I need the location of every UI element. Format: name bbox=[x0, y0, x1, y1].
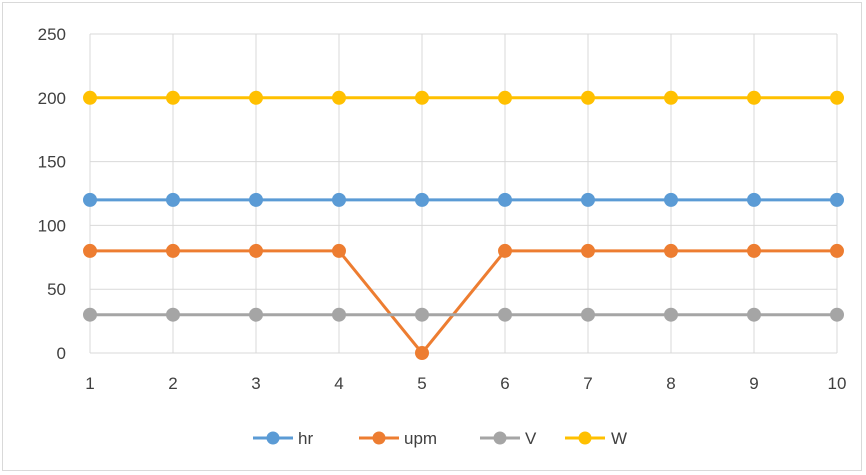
data-point-upm bbox=[581, 243, 595, 258]
x-tick-label: 7 bbox=[583, 374, 592, 393]
data-point-V bbox=[747, 307, 761, 322]
data-point-W bbox=[332, 90, 346, 105]
legend-label-V: V bbox=[525, 429, 537, 448]
data-point-hr bbox=[830, 192, 844, 207]
data-point-upm bbox=[166, 243, 180, 258]
data-point-upm bbox=[498, 243, 512, 258]
y-axis-tick-labels: 0 50 100 150 200 250 bbox=[38, 25, 66, 363]
data-point-W bbox=[498, 90, 512, 105]
data-point-V bbox=[664, 307, 678, 322]
x-tick-label: 9 bbox=[749, 374, 758, 393]
x-tick-label: 6 bbox=[500, 374, 509, 393]
legend-marker-W bbox=[578, 431, 592, 445]
data-point-V bbox=[83, 307, 97, 322]
data-point-V bbox=[166, 307, 180, 322]
x-tick-label: 1 bbox=[85, 374, 94, 393]
gridlines bbox=[89, 33, 838, 354]
y-tick-label: 50 bbox=[47, 280, 66, 299]
data-point-upm bbox=[415, 346, 429, 360]
data-point-V bbox=[830, 307, 844, 322]
data-point-upm bbox=[747, 243, 761, 258]
x-tick-label: 5 bbox=[417, 374, 426, 393]
legend-label-W: W bbox=[611, 429, 627, 448]
data-point-upm bbox=[249, 243, 263, 258]
y-tick-label: 0 bbox=[57, 344, 66, 363]
data-point-hr bbox=[664, 192, 678, 207]
data-point-upm bbox=[830, 243, 844, 258]
data-point-V bbox=[332, 307, 346, 322]
data-point-hr bbox=[747, 192, 761, 207]
series-line-upm bbox=[90, 249, 837, 355]
data-point-hr bbox=[581, 192, 595, 207]
data-point-hr bbox=[332, 192, 346, 207]
data-point-hr bbox=[166, 192, 180, 207]
series-layer bbox=[83, 90, 844, 360]
legend: hr upm V W bbox=[253, 429, 627, 448]
x-axis-tick-labels: 1 2 3 4 5 6 7 8 9 10 bbox=[85, 374, 846, 393]
data-point-W bbox=[249, 90, 263, 105]
y-tick-label: 100 bbox=[38, 216, 66, 235]
data-point-W bbox=[747, 90, 761, 105]
data-point-V bbox=[249, 307, 263, 322]
data-point-W bbox=[664, 90, 678, 105]
data-point-hr bbox=[498, 192, 512, 207]
data-point-V bbox=[498, 307, 512, 322]
data-point-hr bbox=[415, 192, 429, 207]
x-tick-label: 2 bbox=[168, 374, 177, 393]
legend-label-hr: hr bbox=[298, 429, 313, 448]
data-point-hr bbox=[83, 192, 97, 207]
data-point-W bbox=[166, 90, 180, 105]
x-tick-label: 10 bbox=[828, 374, 847, 393]
legend-marker-upm bbox=[372, 431, 386, 445]
y-tick-label: 150 bbox=[38, 153, 66, 172]
x-tick-label: 3 bbox=[251, 374, 260, 393]
data-point-W bbox=[581, 90, 595, 105]
data-point-hr bbox=[249, 192, 263, 207]
y-tick-label: 200 bbox=[38, 89, 66, 108]
data-point-W bbox=[415, 90, 429, 105]
x-tick-label: 4 bbox=[334, 374, 343, 393]
legend-marker-V bbox=[493, 431, 507, 445]
data-point-V bbox=[415, 307, 429, 322]
x-tick-label: 8 bbox=[666, 374, 675, 393]
data-point-V bbox=[581, 307, 595, 322]
data-point-W bbox=[830, 90, 844, 105]
legend-marker-hr bbox=[266, 431, 280, 445]
data-point-upm bbox=[664, 243, 678, 258]
y-tick-label: 250 bbox=[38, 25, 66, 44]
data-point-upm bbox=[332, 243, 346, 258]
data-point-upm bbox=[83, 243, 97, 258]
legend-label-upm: upm bbox=[404, 429, 437, 448]
data-point-W bbox=[83, 90, 97, 105]
